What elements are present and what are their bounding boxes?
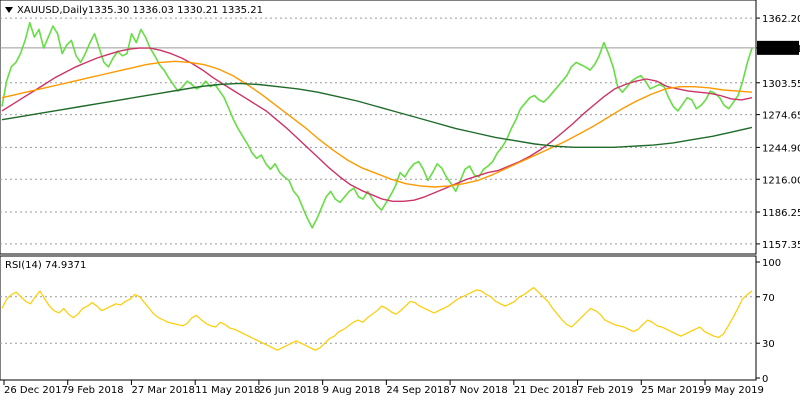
x-tick-label: 11 May 2018 [195, 385, 260, 396]
ohlc-label: 1335.30 1336.03 1330.21 1335.21 [88, 5, 263, 16]
x-tick-label: 27 Mar 2018 [131, 385, 194, 396]
rsi-tick-label: 0 [762, 374, 768, 385]
x-tick-label: 9 May 2019 [705, 385, 764, 396]
price-tick-label: 1244.90 [762, 143, 800, 154]
x-tick-label: 21 Dec 2018 [514, 385, 578, 396]
current-price-box [757, 40, 799, 55]
rsi-tick-label: 100 [762, 258, 781, 269]
x-tick-label: 26 Dec 2017 [4, 385, 68, 396]
price-panel: XAUUSD,Daily 1335.30 1336.03 1330.21 133… [0, 0, 800, 255]
x-tick-label: 25 Mar 2019 [641, 385, 704, 396]
rsi-series-line [1, 286, 753, 351]
price-panel-frame [0, 0, 757, 255]
moving-average-green-line [1, 82, 753, 149]
price-series-line [1, 21, 753, 229]
x-tick-label: 9 Aug 2018 [323, 385, 381, 396]
rsi-label: RSI(14) 74.9371 [5, 260, 86, 271]
x-tick-label: 26 Jun 2018 [259, 385, 319, 396]
price-tick-label: 1216.00 [762, 175, 800, 186]
price-tick-label: 1303.55 [762, 79, 800, 90]
price-tick-label: 1186.25 [762, 208, 800, 219]
price-tick-label: 1157.35 [762, 240, 800, 251]
x-tick-label: 7 Nov 2018 [450, 385, 508, 396]
moving-average-orange-line [1, 60, 753, 188]
price-tick-label: 1362.20 [762, 14, 800, 25]
x-tick-label: 24 Sep 2018 [386, 385, 449, 396]
rsi-tick-label: 30 [762, 339, 775, 350]
current-price-label: 1335.21 [761, 44, 800, 55]
rsi-tick-label: 70 [762, 293, 775, 304]
x-tick-label: 9 Feb 2018 [68, 385, 124, 396]
price-tick-label: 1274.65 [762, 111, 800, 122]
triangle-down-icon[interactable] [5, 7, 13, 13]
symbol-label: XAUUSD,Daily [17, 5, 88, 16]
moving-average-red-line [1, 47, 753, 203]
x-tick-label: 7 Feb 2019 [578, 385, 634, 396]
x-axis: 26 Dec 2017 9 Feb 2018 27 Mar 2018 11 May 2… [3, 380, 764, 396]
rsi-panel: RSI(14) 74.9371 100 70 30 0 [0, 255, 781, 385]
rsi-panel-frame [0, 255, 757, 381]
